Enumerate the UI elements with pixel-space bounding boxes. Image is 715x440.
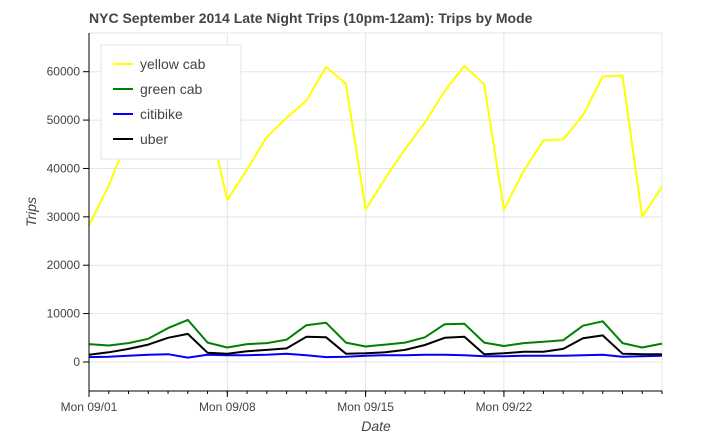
x-axis-label: Date (361, 418, 391, 434)
axes (88, 33, 662, 392)
legend-label: yellow cab (140, 56, 206, 72)
y-tick-label: 60000 (47, 65, 81, 79)
y-tick-label: 0 (73, 355, 80, 369)
y-tick-label: 40000 (47, 161, 81, 175)
y-axis-label: Trips (23, 197, 39, 227)
x-tick-label: Mon 09/15 (337, 400, 394, 414)
x-axis-ticks: Mon 09/01 Mon 09/08 Mon 09/15 Mon 09/22 (61, 391, 663, 414)
y-tick-label: 50000 (47, 113, 81, 127)
x-tick-label: Mon 09/22 (476, 400, 533, 414)
legend-label: uber (140, 131, 168, 147)
legend: yellow cab green cab citibike uber (100, 44, 242, 160)
legend-label: citibike (140, 106, 183, 122)
y-tick-label: 20000 (47, 258, 81, 272)
y-tick-label: 10000 (47, 307, 81, 321)
legend-label: green cab (140, 81, 202, 97)
x-tick-label: Mon 09/01 (61, 400, 118, 414)
y-axis-ticks: 0 10000 20000 30000 40000 50000 60000 (47, 65, 89, 369)
x-tick-label: Mon 09/08 (199, 400, 256, 414)
series-line-citibike (88, 352, 663, 359)
series-line-green-cab (88, 318, 663, 349)
series-line-uber (88, 332, 662, 356)
y-tick-label: 30000 (47, 210, 81, 224)
chart-title: NYC September 2014 Late Night Trips (10p… (89, 10, 533, 26)
